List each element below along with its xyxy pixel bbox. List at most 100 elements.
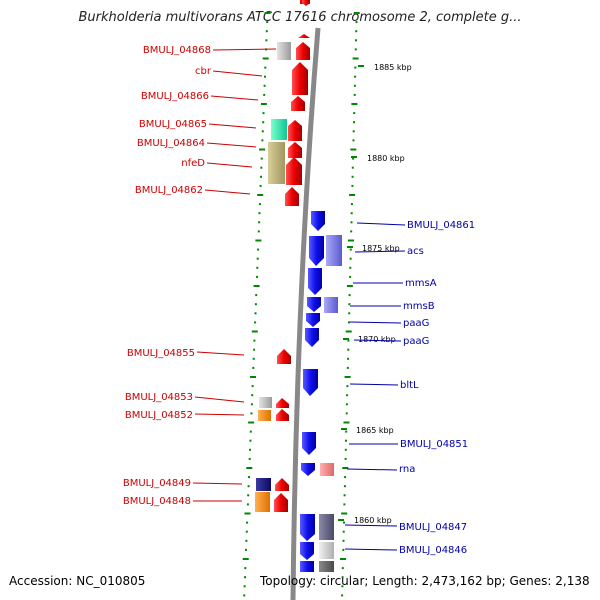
scale-dot bbox=[264, 66, 267, 69]
gene-arrow-reverse[interactable] bbox=[309, 236, 324, 266]
gene-label[interactable]: BMULJ_04853 bbox=[125, 392, 193, 403]
label-connector bbox=[353, 339, 402, 342]
scale-dot bbox=[243, 585, 246, 588]
gene-label[interactable]: BMULJ_04849 bbox=[123, 478, 191, 489]
gene-label[interactable]: rna bbox=[399, 464, 415, 475]
scale-dot bbox=[252, 366, 255, 369]
gene-label[interactable]: cbr bbox=[195, 66, 212, 77]
gene-box[interactable] bbox=[255, 492, 270, 512]
scale-dot bbox=[255, 239, 262, 242]
gene-arrow-forward[interactable] bbox=[276, 409, 289, 421]
gene-arrow-reverse[interactable] bbox=[303, 369, 318, 396]
gene-label[interactable]: paaG bbox=[403, 318, 429, 329]
scale-dot bbox=[251, 330, 258, 333]
gene-box[interactable] bbox=[319, 542, 334, 559]
gene-label[interactable]: BMULJ_04847 bbox=[399, 522, 467, 533]
scale-dot bbox=[343, 494, 346, 497]
gene-box[interactable] bbox=[256, 478, 271, 491]
kbp-label: 1860 kbp bbox=[354, 516, 392, 525]
gene-box[interactable] bbox=[319, 561, 334, 572]
scale-dot bbox=[260, 103, 267, 105]
scale-dot bbox=[249, 430, 252, 433]
gene-arrow-forward[interactable] bbox=[298, 34, 310, 38]
gene-box[interactable] bbox=[271, 119, 287, 140]
gene-arrow-forward[interactable] bbox=[296, 42, 310, 60]
gene-arrow-forward[interactable] bbox=[275, 478, 289, 491]
gene-arrow-forward[interactable] bbox=[285, 187, 299, 206]
scale-dot bbox=[353, 112, 356, 115]
scale-dot bbox=[258, 221, 261, 224]
scale-dot bbox=[347, 339, 350, 342]
gene-label[interactable]: acs bbox=[407, 246, 424, 257]
gene-label[interactable]: BMULJ_04852 bbox=[125, 410, 193, 421]
gene-arrow-reverse[interactable] bbox=[308, 268, 322, 295]
gene-arrow-reverse[interactable] bbox=[302, 432, 316, 455]
scale-dot bbox=[353, 12, 360, 14]
scale-dot bbox=[247, 494, 250, 497]
scale-dot bbox=[348, 294, 351, 297]
scale-dot bbox=[348, 312, 351, 315]
gene-label[interactable]: BMULJ_04855 bbox=[127, 348, 195, 359]
gene-arrow-reverse[interactable] bbox=[307, 297, 321, 312]
gene-label[interactable]: mmsA bbox=[405, 278, 437, 289]
scale-dot bbox=[248, 421, 255, 424]
gene-box[interactable] bbox=[258, 410, 271, 421]
gene-label[interactable]: nfeD bbox=[181, 158, 205, 169]
reverse-genes bbox=[300, 211, 325, 572]
gene-arrow-forward[interactable] bbox=[292, 62, 308, 95]
gene-label[interactable]: BMULJ_04864 bbox=[137, 138, 205, 149]
gene-arrow-forward[interactable] bbox=[288, 120, 302, 141]
scale-dot bbox=[262, 121, 265, 124]
gene-label[interactable]: BMULJ_04866 bbox=[141, 91, 209, 102]
scale-dot bbox=[346, 394, 349, 397]
gene-box[interactable] bbox=[320, 463, 334, 476]
gene-arrow-reverse[interactable] bbox=[305, 328, 319, 347]
gene-arrow-forward[interactable] bbox=[276, 398, 289, 408]
gene-box[interactable] bbox=[259, 397, 272, 408]
scale-dot bbox=[245, 530, 248, 533]
gene-box[interactable] bbox=[324, 297, 338, 313]
gene-arrow-reverse[interactable] bbox=[306, 313, 320, 327]
gene-arrow-forward[interactable] bbox=[288, 142, 302, 158]
gene-arrow-reverse[interactable] bbox=[300, 514, 315, 541]
gene-box[interactable] bbox=[319, 514, 334, 540]
scale-dot bbox=[254, 312, 257, 315]
gene-arrow-reverse[interactable] bbox=[311, 211, 325, 231]
gene-label[interactable]: BMULJ_04862 bbox=[135, 185, 203, 196]
gene-arrow-forward[interactable] bbox=[277, 349, 291, 364]
gene-label[interactable]: BMULJ_04861 bbox=[407, 220, 475, 231]
scale-dot bbox=[245, 548, 247, 551]
gene-arrow-reverse[interactable] bbox=[300, 561, 314, 572]
gene-label[interactable]: bltL bbox=[400, 380, 419, 391]
label-connector bbox=[349, 383, 399, 386]
scale-dot bbox=[256, 266, 259, 269]
chromosome-backbone bbox=[290, 27, 321, 600]
kbp-label: 1885 kbp bbox=[374, 63, 412, 72]
gene-label[interactable]: mmsB bbox=[403, 301, 435, 312]
gene-arrow-forward[interactable] bbox=[274, 493, 288, 512]
scale-dot bbox=[256, 275, 258, 278]
gene-arrow-forward[interactable] bbox=[302, 0, 310, 6]
scale-dot bbox=[260, 157, 263, 160]
gene-label[interactable]: BMULJ_04846 bbox=[399, 545, 467, 556]
label-connector bbox=[194, 413, 245, 416]
scale-dot bbox=[252, 357, 255, 360]
gene-label[interactable]: BMULJ_04865 bbox=[139, 119, 207, 130]
gene-box[interactable] bbox=[268, 142, 285, 184]
gene-label[interactable]: paaG bbox=[403, 336, 429, 347]
gene-arrow-reverse[interactable] bbox=[301, 463, 315, 476]
kbp-label: 1870 kbp bbox=[358, 335, 396, 344]
scale-dot bbox=[347, 348, 350, 351]
gene-label[interactable]: BMULJ_04868 bbox=[143, 45, 211, 56]
gene-label[interactable]: BMULJ_04851 bbox=[400, 439, 468, 450]
gene-arrow-forward[interactable] bbox=[286, 157, 302, 185]
gene-label[interactable]: BMULJ_04848 bbox=[123, 496, 191, 507]
kbp-label: 1880 kbp bbox=[367, 154, 405, 163]
gene-box[interactable] bbox=[326, 235, 342, 266]
gene-box[interactable] bbox=[277, 42, 291, 60]
label-connector bbox=[204, 189, 251, 195]
gene-arrow-forward[interactable] bbox=[291, 96, 305, 111]
gene-arrow-reverse[interactable] bbox=[300, 542, 314, 560]
scale-dot bbox=[253, 339, 256, 342]
